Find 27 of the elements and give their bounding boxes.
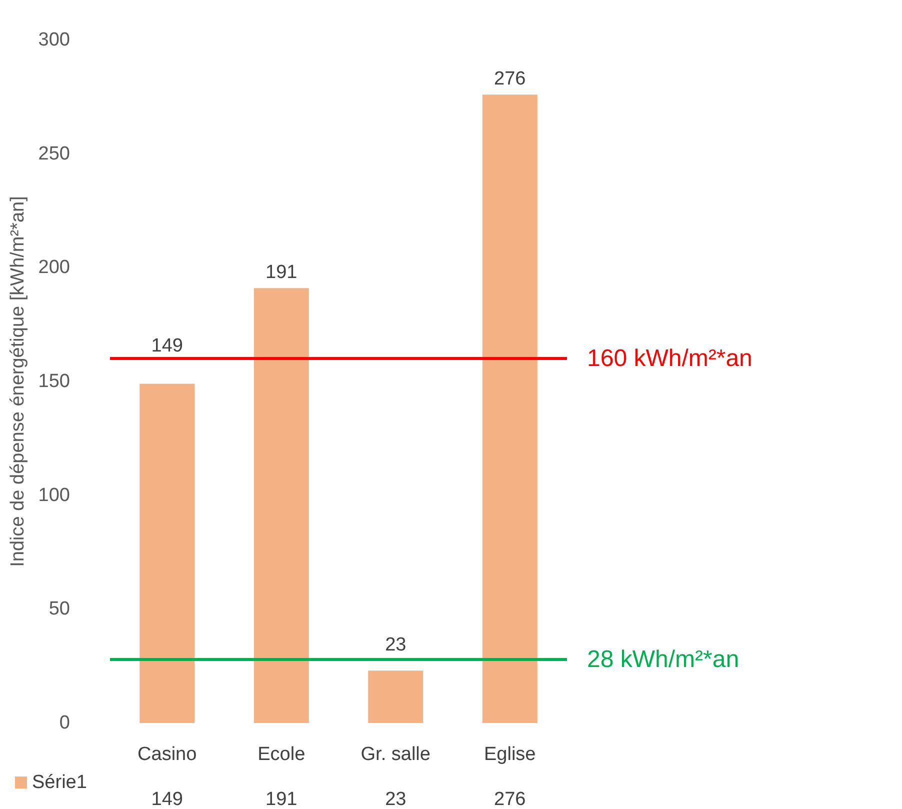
x-tick-label: Ecole	[258, 744, 306, 765]
data-label: 276	[494, 789, 526, 809]
annotation: 149	[151, 335, 183, 356]
data-label: 149	[151, 789, 183, 809]
y-tick-label: 150	[38, 371, 70, 392]
bar	[254, 288, 309, 723]
bar	[482, 94, 538, 723]
y-tick-label: 50	[48, 598, 70, 620]
x-tick-label: Eglise	[484, 744, 536, 765]
legend-label: Série1	[32, 772, 87, 793]
y-tick-label: 200	[38, 257, 70, 278]
annotation: 23	[385, 634, 406, 656]
y-axis-title: Indice de dépense énergétique [kWh/m²*an]	[7, 196, 28, 567]
bar	[140, 384, 195, 723]
annotation: 276	[494, 68, 526, 90]
y-tick-label: 0	[59, 712, 70, 734]
x-tick-label: Gr. salle	[360, 744, 430, 765]
y-tick-label: 100	[38, 484, 70, 506]
y-tick-label: 250	[38, 143, 70, 164]
annotation: 191	[266, 262, 298, 284]
bar	[368, 670, 424, 723]
data-label: 23	[385, 789, 406, 809]
ref-line-label: 28 kWh/m²*an	[587, 646, 740, 673]
x-tick-label: Casino	[138, 744, 197, 765]
ref-line-label: 160 kWh/m²*an	[587, 345, 752, 372]
y-tick-label: 300	[38, 30, 70, 50]
data-label: 191	[266, 789, 298, 809]
